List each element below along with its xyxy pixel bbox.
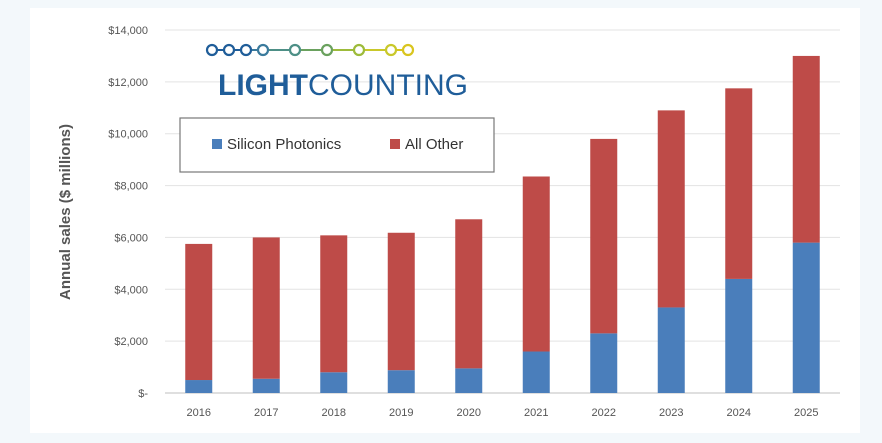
logo-dot bbox=[384, 43, 398, 57]
logo-dot bbox=[222, 43, 236, 57]
bar-silicon-photonics bbox=[387, 370, 415, 393]
logo-text: LIGHTCOUNTING bbox=[218, 69, 468, 102]
x-tick-label: 2017 bbox=[254, 407, 278, 419]
bar-all-other bbox=[657, 110, 685, 308]
lightcounting-logo: LIGHTCOUNTING bbox=[205, 43, 468, 102]
legend-swatch-silicon-photonics bbox=[212, 139, 222, 149]
y-tick-label: $8,000 bbox=[114, 181, 148, 193]
logo-dot bbox=[239, 43, 253, 57]
y-tick-label: $12,000 bbox=[108, 77, 148, 89]
logo-dot bbox=[401, 43, 415, 57]
bar-silicon-photonics bbox=[792, 242, 820, 393]
logo-text-regular: COUNTING bbox=[308, 69, 468, 102]
bar-silicon-photonics bbox=[725, 278, 753, 393]
bar-silicon-photonics bbox=[320, 372, 348, 393]
logo-dot bbox=[320, 43, 334, 57]
logo-dot bbox=[288, 43, 302, 57]
logo-dots-graphic bbox=[205, 43, 415, 57]
bar-silicon-photonics bbox=[185, 380, 213, 393]
bar-all-other bbox=[455, 219, 483, 369]
bar-silicon-photonics bbox=[522, 351, 550, 393]
y-tick-label: $4,000 bbox=[114, 284, 148, 296]
bar-silicon-photonics bbox=[455, 368, 483, 393]
bar-all-other bbox=[590, 138, 618, 334]
y-axis-ticks: $- $2,000 $4,000 $6,000 $8,000 $10,000 $12,000… bbox=[108, 25, 148, 400]
logo-text-bold: LIGHT bbox=[218, 69, 308, 102]
y-axis-label: Annual sales ($ millions) bbox=[57, 124, 74, 300]
y-tick-label: $14,000 bbox=[108, 25, 148, 37]
bar-all-other bbox=[320, 235, 348, 373]
logo-dot bbox=[256, 43, 270, 57]
bar-all-other bbox=[725, 88, 753, 279]
bar-silicon-photonics bbox=[657, 307, 685, 393]
x-tick-label: 2021 bbox=[524, 407, 548, 419]
x-tick-label: 2020 bbox=[457, 407, 481, 419]
y-tick-label: $2,000 bbox=[114, 336, 148, 348]
logo-dot bbox=[205, 43, 219, 57]
y-tick-label: $6,000 bbox=[114, 232, 148, 244]
x-tick-label: 2023 bbox=[659, 407, 683, 419]
x-tick-label: 2019 bbox=[389, 407, 413, 419]
legend: Silicon Photonics All Other bbox=[179, 117, 495, 173]
bar-all-other bbox=[522, 176, 550, 352]
x-tick-label: 2016 bbox=[187, 407, 211, 419]
x-tick-label: 2018 bbox=[322, 407, 346, 419]
legend-swatch-all-other bbox=[390, 139, 400, 149]
x-tick-label: 2022 bbox=[592, 407, 616, 419]
chart-card bbox=[30, 8, 860, 433]
x-tick-label: 2024 bbox=[727, 407, 751, 419]
bar-all-other bbox=[792, 55, 820, 243]
y-tick-label: $- bbox=[138, 388, 148, 400]
y-tick-label: $10,000 bbox=[108, 129, 148, 141]
logo-dot bbox=[352, 43, 366, 57]
bar-all-other bbox=[252, 237, 280, 379]
legend-label-silicon-photonics: Silicon Photonics bbox=[227, 136, 341, 153]
legend-box bbox=[179, 117, 495, 173]
bar-silicon-photonics bbox=[252, 378, 280, 393]
x-axis-ticks: 2016 2017 2018 2019 2020 2021 2022 2023 2024 2025 bbox=[187, 407, 819, 419]
bar-all-other bbox=[387, 232, 415, 371]
bar-all-other bbox=[185, 243, 213, 381]
bar-silicon-photonics bbox=[590, 333, 618, 393]
legend-label-all-other: All Other bbox=[405, 136, 463, 153]
bars bbox=[185, 55, 820, 393]
x-tick-label: 2025 bbox=[794, 407, 818, 419]
